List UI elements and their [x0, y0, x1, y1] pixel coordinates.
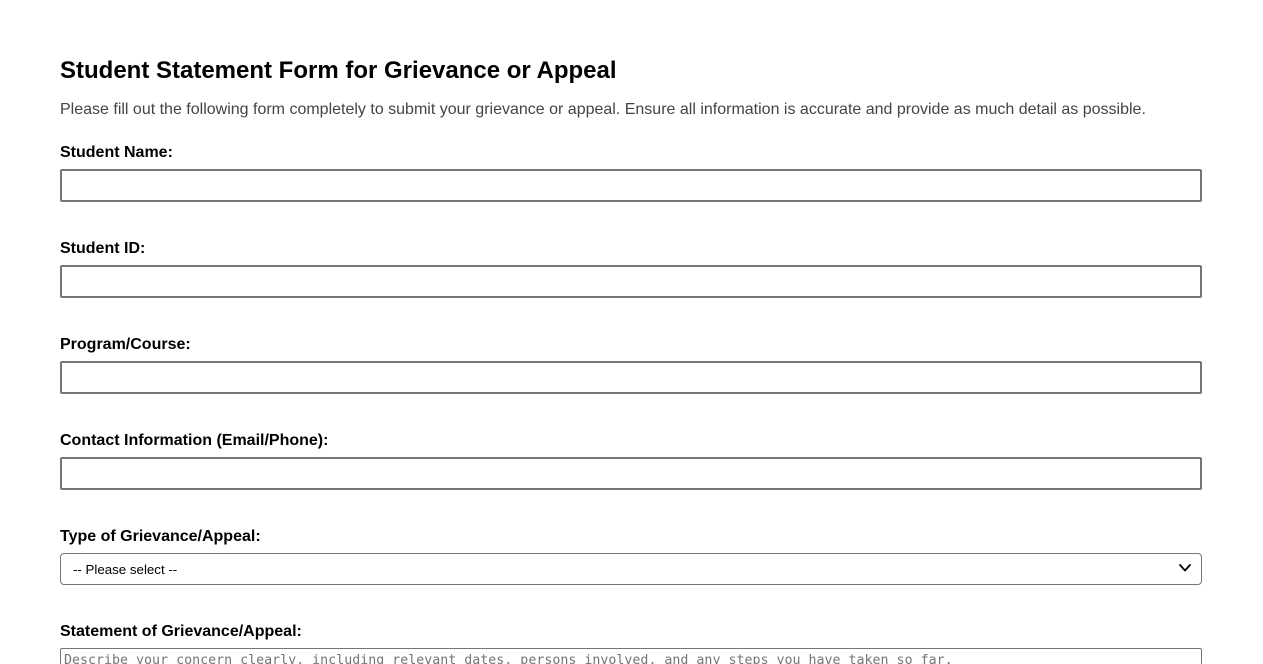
student-name-label: Student Name: — [60, 144, 173, 161]
grievance-type-select[interactable]: -- Please select -- — [60, 553, 1202, 585]
page-title: Student Statement Form for Grievance or … — [60, 57, 617, 84]
field-student-name: Student Name: — [60, 144, 1202, 202]
statement-label: Statement of Grievance/Appeal: — [60, 623, 302, 640]
student-id-label: Student ID: — [60, 240, 146, 257]
student-name-input[interactable] — [60, 169, 1202, 202]
grievance-type-label: Type of Grievance/Appeal: — [60, 528, 261, 545]
program-course-label: Program/Course: — [60, 336, 191, 353]
grievance-form: Student Name: Student ID: Program/Course… — [60, 144, 1202, 664]
program-course-input[interactable] — [60, 361, 1202, 394]
field-grievance-type: Type of Grievance/Appeal: -- Please sele… — [60, 528, 1202, 585]
statement-textarea[interactable] — [60, 648, 1202, 664]
contact-information-label: Contact Information (Email/Phone): — [60, 432, 329, 449]
contact-information-input[interactable] — [60, 457, 1202, 490]
field-statement: Statement of Grievance/Appeal: — [60, 623, 1202, 664]
student-id-input[interactable] — [60, 265, 1202, 298]
field-contact-information: Contact Information (Email/Phone): — [60, 432, 1202, 490]
field-student-id: Student ID: — [60, 240, 1202, 298]
field-program-course: Program/Course: — [60, 336, 1202, 394]
page-subtitle: Please fill out the following form compl… — [60, 101, 1146, 118]
